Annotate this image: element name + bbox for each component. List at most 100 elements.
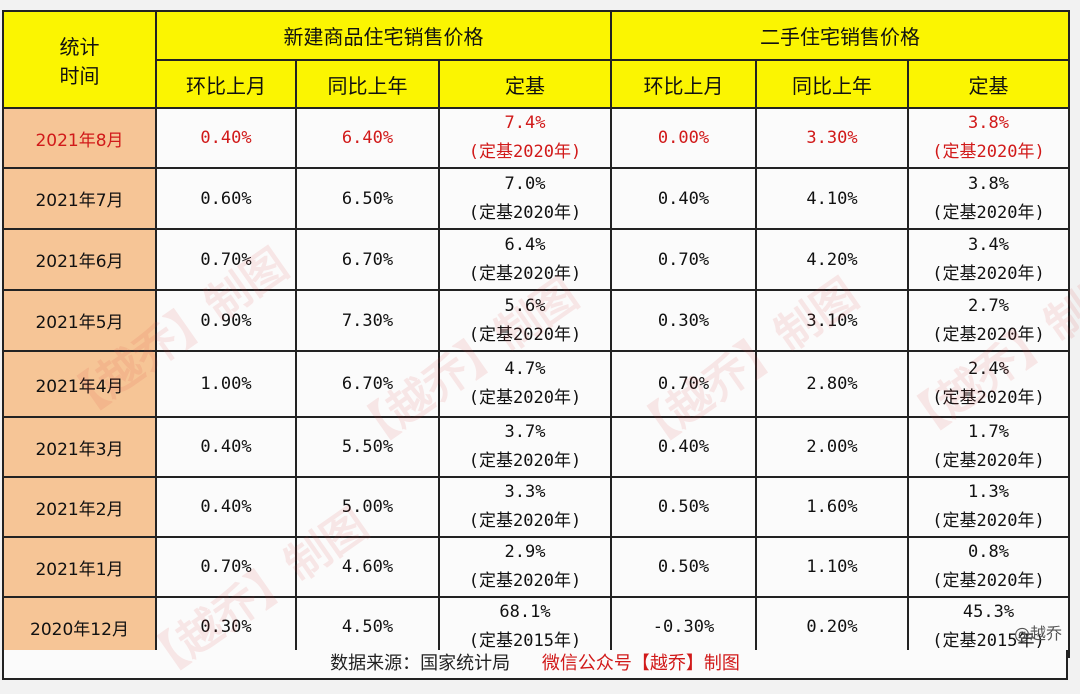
col-header-new-yoy: 同比上年 bbox=[295, 59, 440, 109]
new-base-note: (定基2020年) bbox=[468, 324, 582, 345]
new-mom-value: 0.70% bbox=[200, 557, 252, 577]
new-yoy-cell: 5.00% bbox=[295, 476, 440, 538]
sec-base-value: 3.8% bbox=[968, 173, 1009, 194]
new-base-cell: 4.7% (定基2020年) bbox=[437, 350, 613, 418]
sec-yoy-value: 2.00% bbox=[806, 437, 858, 457]
month-label: 2021年5月 bbox=[35, 313, 124, 333]
table-row: 2021年1月 0.70% 4.60% 2.9% (定基2020年) 0.50% 1.10%… bbox=[2, 536, 1071, 598]
sec-yoy-value: 3.10% bbox=[806, 310, 858, 331]
sec-yoy-value: 3.30% bbox=[806, 128, 858, 148]
sec-yoy-cell: 3.30% bbox=[755, 107, 910, 169]
month-label: 2021年3月 bbox=[35, 439, 124, 460]
new-yoy-cell: 5.50% bbox=[295, 416, 440, 478]
sec-base-note: (定基2020年) bbox=[932, 142, 1045, 162]
brand-credit: 微信公众号【越乔】制图 bbox=[541, 653, 740, 674]
sec-yoy-value: 1.10% bbox=[806, 557, 858, 577]
sec-base-value: 3.8% bbox=[968, 113, 1009, 133]
sec-mom-cell: 0.40% bbox=[610, 167, 758, 230]
sec-yoy-cell: 4.10% bbox=[755, 167, 910, 230]
new-base-value: 3.3% bbox=[504, 482, 546, 502]
new-yoy-value: 7.30% bbox=[341, 310, 394, 331]
sec-base-note: (定基2020年) bbox=[932, 451, 1045, 471]
sec-mom-value: 0.50% bbox=[657, 557, 710, 577]
table-row: 2021年8月 0.40% 6.40% 7.4% (定基2020年) 0.00% 3.30%… bbox=[2, 107, 1071, 169]
sec-yoy-value: 0.20% bbox=[806, 617, 858, 637]
sec-base-note: (定基2020年) bbox=[932, 511, 1045, 531]
new-mom-value: 0.40% bbox=[200, 437, 252, 457]
new-yoy-value: 6.40% bbox=[341, 128, 394, 148]
table-row: 2021年4月 1.00% 6.70% 4.7% (定基2020年) 0.70% 2.80%… bbox=[2, 350, 1071, 418]
new-yoy-value: 4.60% bbox=[341, 557, 394, 577]
sec-yoy-value: 2.80% bbox=[806, 374, 858, 394]
new-base-note: (定基2020年) bbox=[468, 451, 582, 471]
new-yoy-cell: 4.60% bbox=[295, 536, 440, 598]
new-base-cell: 7.4% (定基2020年) bbox=[437, 107, 613, 169]
table-row: 2021年7月 0.60% 6.50% 7.0% (定基2020年) 0.40% 4.10%… bbox=[2, 167, 1071, 230]
sec-base-note: (定基2020年) bbox=[932, 571, 1045, 591]
month-cell: 2020年12月 bbox=[2, 596, 157, 658]
sec-base-note: (定基2020年) bbox=[932, 324, 1045, 345]
col-header-new-mom: 环比上月 bbox=[155, 59, 297, 109]
new-mom-cell: 0.40% bbox=[155, 476, 297, 538]
data-source: 数据来源：国家统计局 bbox=[330, 653, 511, 674]
new-mom-cell: 0.40% bbox=[155, 416, 297, 478]
col-header-sec-mom: 环比上月 bbox=[610, 59, 758, 109]
sec-yoy-value: 4.10% bbox=[806, 188, 858, 209]
new-yoy-cell: 6.70% bbox=[295, 228, 440, 291]
new-base-cell: 2.9% (定基2020年) bbox=[437, 536, 613, 598]
month-label: 2021年8月 bbox=[35, 130, 124, 151]
sec-base-note: (定基2020年) bbox=[932, 388, 1045, 408]
new-yoy-value: 6.50% bbox=[341, 188, 394, 209]
sec-base-value: 2.4% bbox=[968, 359, 1009, 379]
table-row: 2021年6月 0.70% 6.70% 6.4% (定基2020年) 0.70% 4.20%… bbox=[2, 228, 1071, 291]
sec-base-cell: 0.8% (定基2020年) bbox=[907, 536, 1071, 598]
new-base-value: 7.4% bbox=[504, 113, 546, 133]
sec-base-value: 2.7% bbox=[968, 295, 1009, 316]
sec-base-cell: 2.4% (定基2020年) bbox=[907, 350, 1071, 418]
month-cell: 2021年1月 bbox=[2, 536, 157, 598]
table-row: 2020年12月 0.30% 4.50% 68.1% (定基2015年) -0.30% 0.… bbox=[2, 596, 1071, 658]
new-base-note: (定基2020年) bbox=[468, 511, 582, 531]
new-base-cell: 68.1% (定基2015年) bbox=[437, 596, 613, 658]
sec-mom-value: 0.40% bbox=[657, 188, 710, 209]
sec-base-value: 1.7% bbox=[968, 422, 1009, 442]
new-housing-header: 新建商品住宅销售价格 bbox=[154, 10, 613, 61]
second-hand-header: 二手住宅销售价格 bbox=[610, 10, 1071, 61]
sec-mom-value: 0.40% bbox=[657, 437, 710, 457]
new-base-value: 3.7% bbox=[504, 422, 546, 442]
sec-yoy-value: 1.60% bbox=[806, 497, 858, 517]
sec-base-value: 1.3% bbox=[968, 482, 1009, 502]
sec-base-cell: 1.7% (定基2020年) bbox=[907, 416, 1071, 478]
time-header-line2: 时间 bbox=[59, 63, 100, 88]
sec-base-value: 3.4% bbox=[968, 234, 1009, 255]
new-yoy-value: 5.50% bbox=[341, 437, 394, 457]
sec-yoy-cell: 2.80% bbox=[755, 350, 910, 418]
sec-yoy-value: 4.20% bbox=[806, 249, 858, 270]
month-cell: 2021年3月 bbox=[2, 416, 157, 478]
new-yoy-cell: 6.70% bbox=[295, 350, 440, 418]
sec-base-note: (定基2015年) bbox=[932, 631, 1045, 651]
new-mom-cell: 0.40% bbox=[155, 107, 297, 169]
new-mom-value: 0.30% bbox=[200, 617, 252, 637]
sec-yoy-cell: 4.20% bbox=[755, 228, 910, 291]
new-base-cell: 7.0% (定基2020年) bbox=[437, 167, 613, 230]
month-cell: 2021年8月 bbox=[2, 107, 157, 169]
new-base-value: 68.1% bbox=[499, 602, 551, 622]
month-cell: 2021年5月 bbox=[2, 289, 157, 352]
table-row: 2021年2月 0.40% 5.00% 3.3% (定基2020年) 0.50% 1.60%… bbox=[2, 476, 1071, 538]
sec-yoy-cell: 0.20% bbox=[755, 596, 910, 658]
sec-mom-cell: 0.70% bbox=[610, 228, 758, 291]
month-label: 2021年1月 bbox=[35, 559, 124, 580]
new-yoy-value: 5.00% bbox=[341, 497, 394, 517]
sec-mom-cell: 0.70% bbox=[610, 350, 758, 418]
sec-mom-value: 0.00% bbox=[657, 128, 710, 148]
table-row: 2021年5月 0.90% 7.30% 5.6% (定基2020年) 0.30% 3.10%… bbox=[2, 289, 1071, 352]
col-header-sec-base: 定基 bbox=[907, 59, 1071, 109]
header-row-sub: 环比上月 同比上年 定基 环比上月 同比上年 定基 bbox=[3, 59, 1071, 109]
month-cell: 2021年7月 bbox=[2, 167, 157, 230]
footer-bar: 数据来源：国家统计局 微信公众号【越乔】制图 bbox=[2, 650, 1068, 680]
month-label: 2021年6月 bbox=[35, 252, 124, 272]
header-row-top: 统计 时间 新建商品住宅销售价格 二手住宅销售价格 bbox=[2, 10, 1071, 109]
time-header: 统计 时间 bbox=[2, 10, 157, 109]
